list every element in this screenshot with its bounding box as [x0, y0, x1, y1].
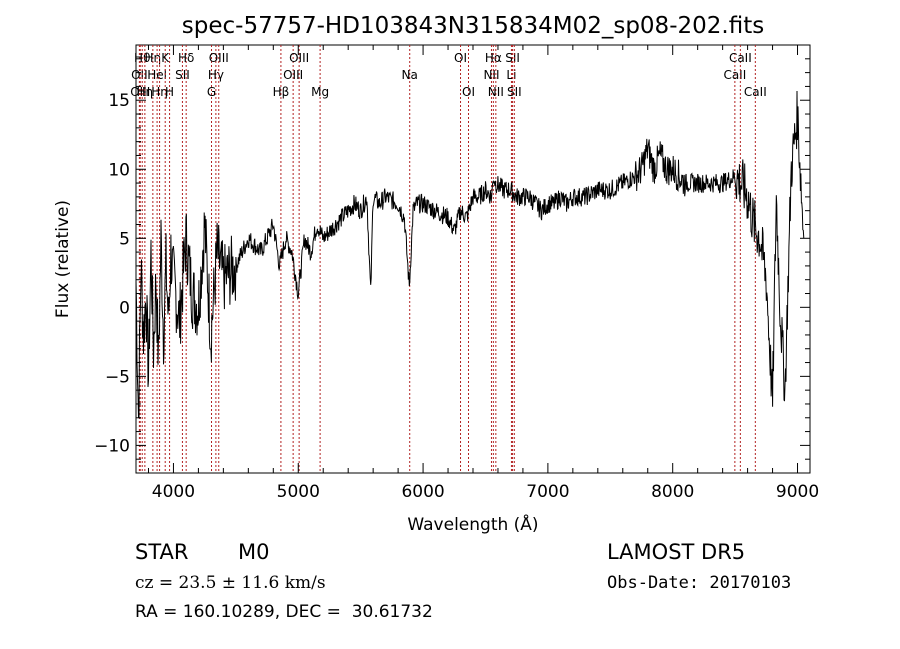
line-marker-label: SII	[175, 68, 190, 82]
line-marker-label: Hβ	[273, 85, 290, 99]
chart-title: spec-57757-HD103843N315834M02_sp08-202.f…	[182, 13, 764, 39]
line-marker-label: Hη	[145, 51, 162, 65]
line-marker-label: H	[165, 85, 174, 99]
line-marker-label: NII	[488, 85, 504, 99]
x-tick-label: 5000	[277, 482, 320, 502]
plot-frame	[135, 44, 811, 474]
line-marker-label: Hδ	[178, 51, 194, 65]
line-marker-label: OIII	[130, 85, 150, 99]
object-type: STAR	[135, 540, 189, 564]
line-marker-label: OIII	[209, 51, 229, 65]
line-marker-label: OIII	[283, 68, 303, 82]
x-tick-label: 8000	[651, 482, 694, 502]
y-tick-label: 0	[119, 298, 130, 318]
line-marker-label: NII	[483, 68, 499, 82]
spectrum-line	[135, 90, 805, 419]
line-marker-label: G	[207, 85, 216, 99]
spectral-line-markers: OIIOIIIHθHηHηHelHηKHSIIHδGHγOIIIHβOIIIOI…	[130, 45, 767, 473]
axis-ticks: 4000 5000 6000 7000 8000 9000 −10 −5 0 5 10 15	[94, 45, 819, 502]
line-marker-label: Mg	[311, 85, 329, 99]
line-marker-label: SII	[507, 85, 522, 99]
y-tick-label: −5	[105, 367, 130, 387]
line-marker-label: CaII	[723, 68, 746, 82]
line-marker-label: OI	[462, 85, 475, 99]
x-tick-label: 7000	[526, 482, 569, 502]
line-marker-label: K	[161, 51, 170, 65]
x-tick-label: 6000	[401, 482, 444, 502]
line-marker-label: Hel	[147, 68, 167, 82]
survey-name: LAMOST DR5	[607, 540, 746, 564]
y-axis-label: Flux (relative)	[53, 200, 73, 318]
line-marker-label: OIII	[289, 51, 309, 65]
line-marker-label: Hθ	[134, 51, 150, 65]
coordinates: RA = 160.10289, DEC = 30.61732	[135, 602, 433, 622]
line-marker-label: Hγ	[208, 68, 224, 82]
subclass: M0	[238, 540, 270, 564]
y-tick-label: 15	[108, 91, 130, 111]
x-tick-label: 4000	[152, 482, 195, 502]
line-marker-label: Hα	[485, 51, 502, 65]
y-tick-label: 5	[119, 229, 130, 249]
line-marker-label: OI	[454, 51, 467, 65]
x-tick-label: 9000	[776, 482, 819, 502]
y-tick-label: −10	[94, 436, 130, 456]
line-marker-label: SII	[505, 51, 520, 65]
y-tick-label: 10	[108, 160, 130, 180]
line-marker-label: Li	[506, 68, 516, 82]
line-marker-label: OII	[131, 68, 148, 82]
x-axis-label: Wavelength (Å)	[407, 513, 538, 535]
line-marker-label: Hη	[137, 85, 154, 99]
line-marker-label: CaII	[744, 85, 767, 99]
line-marker-label: Hη	[151, 85, 168, 99]
observation-date: Obs-Date: 20170103	[607, 573, 792, 593]
line-marker-label: Na	[402, 68, 418, 82]
line-marker-label: CaII	[729, 51, 752, 65]
redshift-cz: cz = 23.5 ± 11.6 km/s	[135, 573, 326, 593]
spectrum-chart: spec-57757-HD103843N315834M02_sp08-202.f…	[53, 13, 819, 535]
